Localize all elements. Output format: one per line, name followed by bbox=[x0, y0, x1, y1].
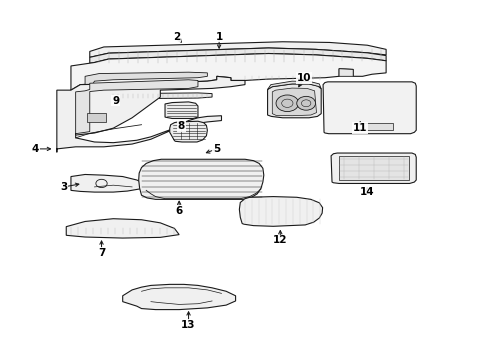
Text: 2: 2 bbox=[173, 32, 180, 41]
Polygon shape bbox=[90, 42, 386, 57]
Polygon shape bbox=[139, 159, 264, 199]
Text: 4: 4 bbox=[32, 144, 39, 154]
Polygon shape bbox=[122, 284, 236, 310]
Polygon shape bbox=[268, 84, 321, 118]
Polygon shape bbox=[165, 102, 198, 118]
Text: 14: 14 bbox=[360, 187, 375, 197]
Polygon shape bbox=[331, 153, 416, 184]
Bar bbox=[339, 157, 409, 180]
Text: 9: 9 bbox=[112, 95, 119, 105]
Circle shape bbox=[297, 96, 316, 110]
Polygon shape bbox=[323, 82, 416, 134]
Polygon shape bbox=[90, 48, 386, 63]
Text: 1: 1 bbox=[216, 32, 223, 41]
Polygon shape bbox=[85, 72, 207, 91]
Polygon shape bbox=[66, 219, 179, 238]
Polygon shape bbox=[75, 80, 198, 135]
Circle shape bbox=[276, 95, 298, 112]
Text: 3: 3 bbox=[60, 182, 68, 192]
Text: 10: 10 bbox=[296, 73, 311, 83]
Bar bbox=[356, 123, 393, 130]
Text: 7: 7 bbox=[98, 248, 105, 257]
Polygon shape bbox=[71, 175, 146, 192]
Polygon shape bbox=[57, 76, 245, 152]
Text: 12: 12 bbox=[273, 235, 288, 246]
Text: 8: 8 bbox=[178, 121, 185, 131]
Text: 5: 5 bbox=[213, 144, 220, 154]
Text: 13: 13 bbox=[181, 320, 196, 330]
Polygon shape bbox=[170, 121, 207, 142]
Polygon shape bbox=[272, 88, 317, 116]
Polygon shape bbox=[268, 81, 321, 89]
Text: 11: 11 bbox=[353, 123, 368, 133]
Polygon shape bbox=[339, 69, 353, 76]
Polygon shape bbox=[239, 197, 322, 226]
Bar bbox=[87, 113, 106, 122]
Text: 6: 6 bbox=[175, 206, 183, 216]
Polygon shape bbox=[71, 54, 386, 97]
Polygon shape bbox=[109, 93, 212, 99]
